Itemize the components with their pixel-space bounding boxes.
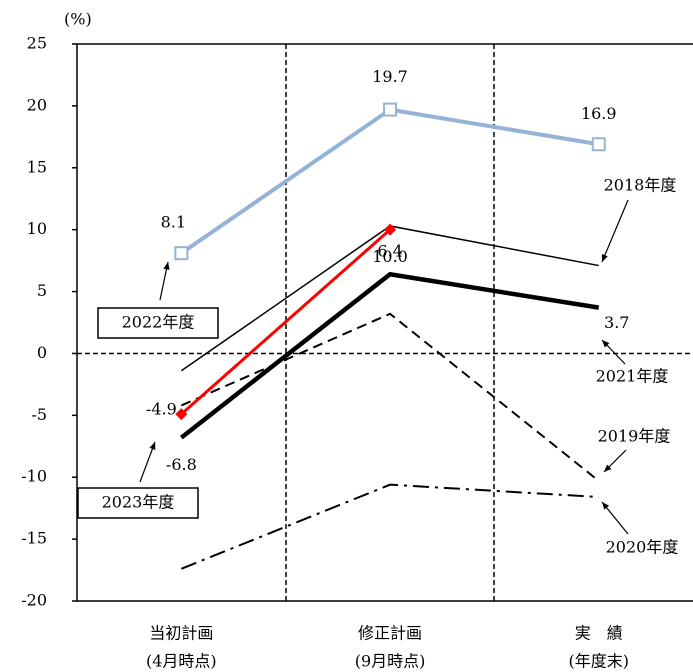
y-tick-label: 15 (27, 157, 47, 176)
plot-border (76, 43, 693, 602)
data-label: 19.7 (372, 67, 408, 86)
series-line (180, 228, 392, 416)
data-label: -6.8 (166, 455, 197, 474)
x-tick-label: (4月時点) (146, 652, 217, 671)
legend-label: 2019年度 (598, 427, 671, 446)
legend-box (97, 307, 219, 339)
legend-label: 2023年度 (102, 493, 175, 512)
legend-arrowhead (602, 340, 610, 348)
marker (175, 408, 188, 421)
legend-arrow (601, 199, 629, 263)
x-tick-label: (年度末) (569, 652, 630, 671)
data-label: 16.9 (581, 104, 617, 123)
y-tick-label: -5 (31, 405, 47, 424)
x-tick-label: 実 績 (575, 624, 623, 643)
y-tick-label: -10 (21, 467, 47, 486)
y-tick-label: 5 (37, 281, 47, 300)
x-tick-label: (9月時点) (355, 652, 426, 671)
legend-arrowhead (163, 262, 170, 270)
legend-label: 2022年度 (122, 313, 195, 332)
data-label: 3.7 (604, 313, 629, 332)
x-tick-label: 当初計画 (149, 624, 213, 643)
x-tick-label: 修正計画 (358, 624, 422, 643)
legend-label: 2021年度 (596, 367, 669, 386)
marker (383, 102, 398, 117)
series-line (180, 483, 599, 570)
marker (591, 137, 606, 152)
legend-arrowhead (601, 254, 608, 262)
marker (174, 246, 189, 261)
y-tick-label: 10 (27, 219, 47, 238)
y-tick-label: 20 (27, 95, 47, 114)
y-tick-label: 0 (37, 343, 47, 362)
y-tick-label: -15 (21, 529, 47, 548)
legend-label: 2018年度 (604, 176, 677, 195)
data-label: -4.9 (146, 400, 177, 419)
series-line (180, 312, 600, 482)
data-label: 6.4 (377, 242, 402, 261)
legend-box (77, 487, 199, 519)
data-label: 10.0 (372, 247, 408, 266)
unit-label: (%) (64, 10, 92, 29)
y-tick-label: 25 (27, 34, 47, 53)
marker (384, 223, 397, 236)
legend-label: 2020年度 (606, 538, 679, 557)
legend-arrowhead (149, 442, 156, 450)
legend-arrowhead (602, 502, 610, 510)
series-line (179, 271, 600, 440)
y-tick-label: -20 (21, 591, 47, 610)
data-label: 8.1 (161, 213, 186, 232)
legend-arrowhead (604, 464, 612, 472)
frame (76, 43, 693, 602)
